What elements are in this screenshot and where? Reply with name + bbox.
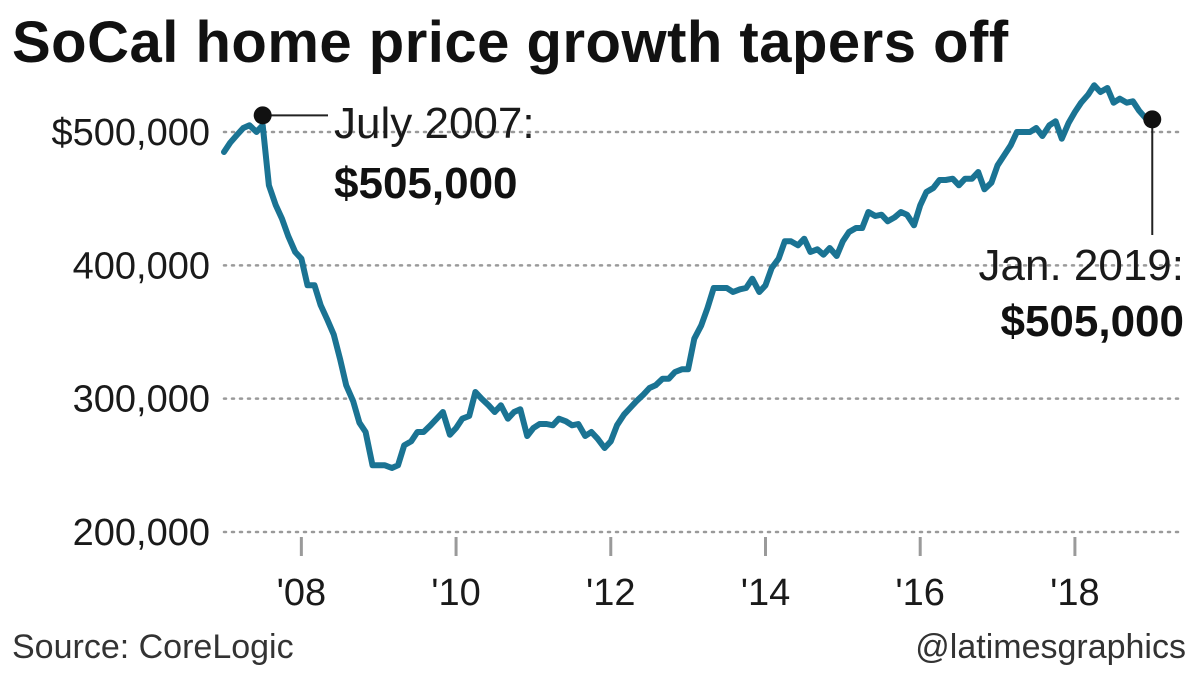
y-tick-label: 400,000 [73,245,210,287]
series-line [221,82,1156,471]
annotation-value: $505,000 [334,159,518,208]
annotation-dot [1143,110,1162,129]
credit-note: @latimesgraphics [915,628,1186,666]
x-tick-label: '08 [277,572,327,614]
x-tick-label: '10 [431,572,481,614]
x-tick-label: '12 [586,572,636,614]
series-group [221,82,1156,471]
x-tick-label: '18 [1050,572,1100,614]
annotation-date: Jan. 2019: [979,241,1185,290]
y-tick-label: $500,000 [52,112,211,154]
y-tick-label: 200,000 [73,512,210,554]
x-tick-label: '14 [741,572,791,614]
source-note: Source: CoreLogic [12,628,294,666]
annotation-date: July 2007: [334,99,535,148]
x-axis-ticks: '08 '10 '12 '14 '16 '18 [277,537,1100,614]
annotation-value: $505,000 [1000,297,1184,346]
annotations: July 2007: $505,000 Jan. 2019: $505,000 [253,99,1185,346]
annotation-dot [253,106,272,125]
x-tick-label: '16 [895,572,945,614]
chart-title: SoCal home price growth tapers off [12,10,1009,75]
y-axis-ticks: $500,000 400,000 300,000 200,000 [52,112,211,554]
y-tick-label: 300,000 [73,379,210,421]
